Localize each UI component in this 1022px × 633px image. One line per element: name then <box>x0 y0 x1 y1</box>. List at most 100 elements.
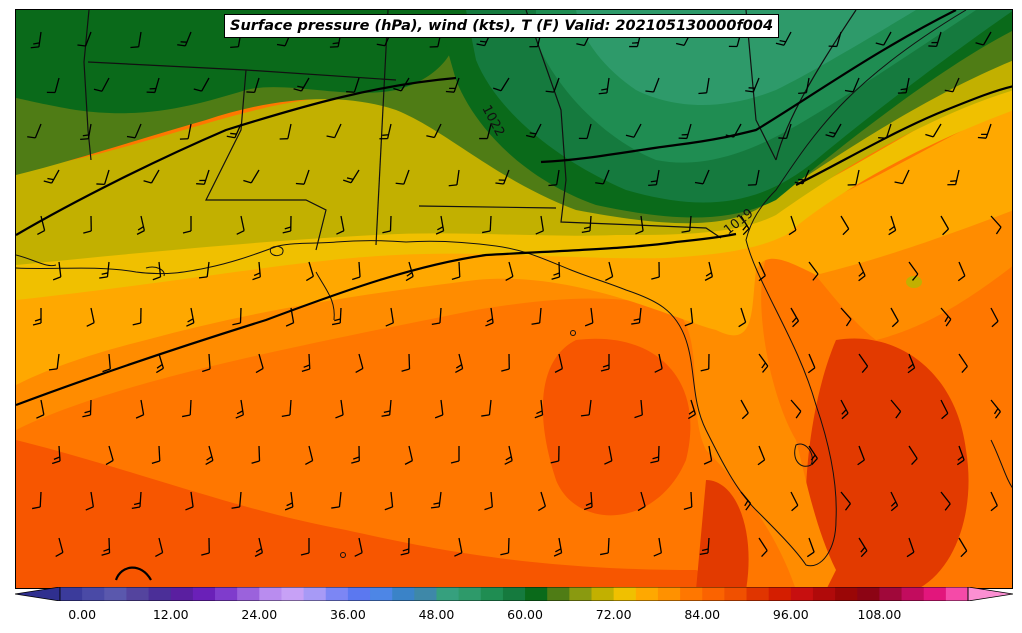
wind-barb <box>747 169 760 186</box>
wind-barb <box>500 537 510 556</box>
wind-barb <box>132 307 142 326</box>
colorbar-segment <box>325 587 349 601</box>
wind-barb <box>844 77 860 93</box>
wind-barb <box>405 261 414 282</box>
wind-barb <box>232 307 242 326</box>
colorbar-tick-label: 84.00 <box>684 607 721 622</box>
wind-barb <box>906 537 915 558</box>
colorbar-segment <box>414 587 437 601</box>
wind-barb <box>226 123 242 139</box>
wind-barb <box>545 77 560 93</box>
wind-barb <box>990 307 999 328</box>
wind-barb <box>501 353 510 372</box>
colorbar-segment <box>480 587 504 601</box>
wind-barb <box>778 123 792 139</box>
colorbar-segment <box>436 587 460 601</box>
colorbar-segment <box>525 587 548 601</box>
wind-barb <box>551 261 561 280</box>
colorbar-segment <box>613 587 637 601</box>
wind-barb <box>83 215 92 234</box>
wind-barb <box>758 353 769 373</box>
wind-barb <box>485 307 494 327</box>
wind-barb <box>775 31 792 46</box>
wind-barb <box>890 491 899 512</box>
wind-barb <box>185 491 194 511</box>
colorbar-tick-label: 36.00 <box>329 607 366 622</box>
wind-barb <box>847 169 860 186</box>
wind-barb <box>101 537 111 556</box>
colorbar-segment <box>768 587 792 601</box>
colorbar-segment <box>702 587 725 601</box>
wind-barb <box>445 77 460 93</box>
wind-barb <box>897 77 910 94</box>
wind-barb <box>703 445 713 465</box>
wind-barb <box>531 307 542 325</box>
wind-barb <box>202 353 211 373</box>
wind-barb <box>944 77 960 93</box>
wind-barb <box>155 537 164 558</box>
wind-barb <box>243 169 260 184</box>
wind-barb <box>331 307 342 326</box>
wind-barb <box>146 77 160 94</box>
wind-barb <box>77 31 92 47</box>
wind-barb <box>86 307 95 327</box>
wind-barb <box>352 261 361 281</box>
wind-barb <box>990 491 998 512</box>
wind-barb <box>301 353 311 373</box>
coastline-seg-6 <box>269 245 284 257</box>
wind-barb <box>888 215 897 236</box>
wind-barb <box>251 445 261 464</box>
wind-barb <box>840 491 851 511</box>
wind-barb <box>393 77 410 92</box>
wind-barb <box>305 445 314 466</box>
wind-barb <box>651 261 660 280</box>
wind-barb <box>343 169 360 184</box>
wind-barb <box>48 353 60 371</box>
wind-barb <box>806 537 815 558</box>
wind-barb <box>495 169 510 185</box>
state-border-6 <box>745 10 777 161</box>
wind-barb <box>807 353 816 374</box>
wind-barb <box>155 353 165 374</box>
wind-barb <box>346 77 360 93</box>
wind-barb <box>400 537 410 556</box>
colorbar-segment <box>901 587 925 601</box>
colorbar-max-arrow <box>967 587 1013 601</box>
colorbar-segment <box>857 587 880 601</box>
wind-barb <box>285 307 295 327</box>
wind-barb <box>282 215 292 234</box>
wind-barb <box>281 399 292 418</box>
wind-barb <box>580 399 592 417</box>
wind-barb <box>925 123 942 138</box>
colorbar-tick-label: 48.00 <box>418 607 455 622</box>
state-border-0 <box>83 10 92 161</box>
colorbar-segment <box>746 587 770 601</box>
wind-barb <box>181 399 192 418</box>
wind-barb <box>46 77 60 94</box>
colorbar-segment <box>370 587 393 601</box>
colorbar-segment <box>502 587 526 601</box>
wind-barb <box>535 215 544 235</box>
wind-barb <box>808 445 818 466</box>
wind-barb <box>798 77 810 95</box>
wind-barb <box>32 308 42 326</box>
wind-barb <box>604 445 613 465</box>
wind-barb <box>631 307 642 325</box>
wind-barb <box>484 491 493 511</box>
wind-barb <box>435 215 445 235</box>
wind-barb <box>37 215 46 236</box>
wind-barb <box>553 537 563 557</box>
colorbar-segment <box>237 587 260 601</box>
wind-barb <box>700 353 710 372</box>
wind-barb <box>840 399 849 420</box>
coastline <box>16 10 1012 567</box>
wind-barb <box>678 123 692 140</box>
wind-barb <box>36 399 45 419</box>
wind-barb <box>947 169 960 186</box>
wind-barb <box>336 215 345 235</box>
colorbar-segment <box>812 587 836 601</box>
wind-barb <box>653 537 662 557</box>
wind-barb <box>254 537 264 557</box>
wind-barb <box>450 446 460 464</box>
wind-barb <box>326 123 342 139</box>
